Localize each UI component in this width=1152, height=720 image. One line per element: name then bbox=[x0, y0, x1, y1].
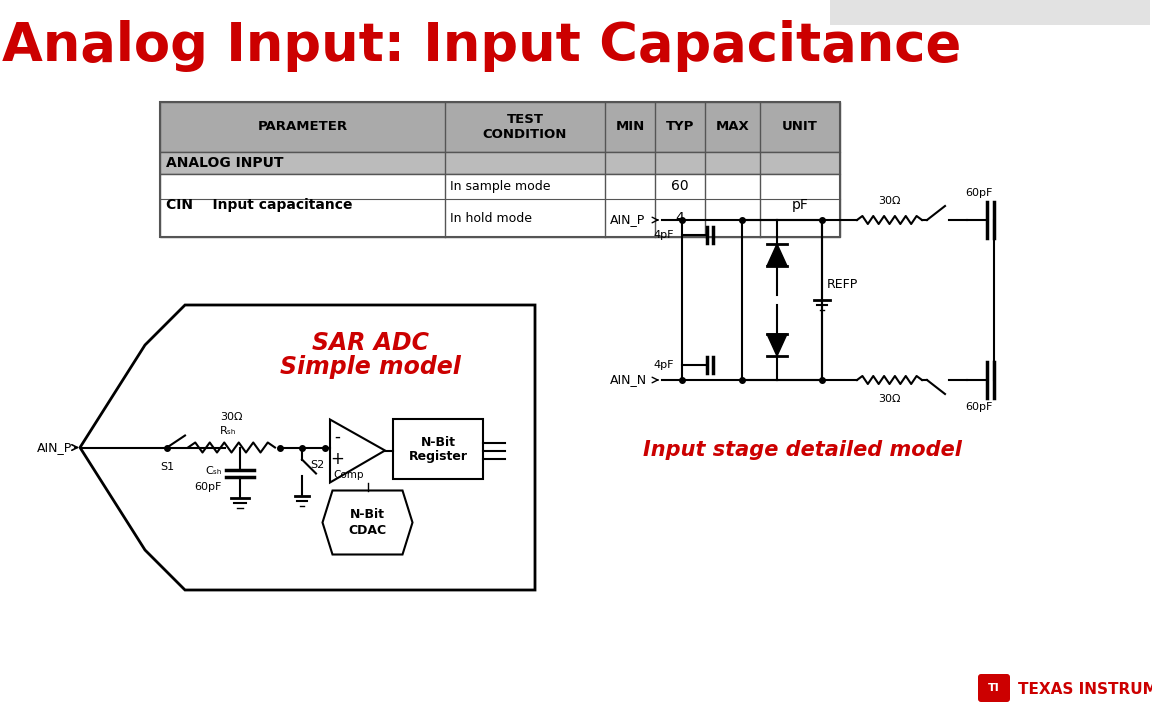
Text: CDAC: CDAC bbox=[348, 524, 387, 537]
Text: Cₛₕ: Cₛₕ bbox=[205, 467, 222, 477]
Text: Rₛₕ: Rₛₕ bbox=[220, 426, 236, 436]
Text: REFP: REFP bbox=[827, 279, 858, 292]
Bar bbox=[160, 102, 840, 237]
Text: AIN_N: AIN_N bbox=[611, 374, 647, 387]
Text: TYP: TYP bbox=[666, 120, 695, 133]
Text: Input stage detailed model: Input stage detailed model bbox=[643, 440, 962, 460]
Text: PARAMETER: PARAMETER bbox=[257, 120, 348, 133]
Text: S1: S1 bbox=[160, 462, 174, 472]
Polygon shape bbox=[767, 244, 787, 266]
Text: AIN_P: AIN_P bbox=[611, 214, 645, 227]
Text: N-Bit: N-Bit bbox=[350, 508, 385, 521]
FancyBboxPatch shape bbox=[978, 674, 1010, 702]
Text: 4pF: 4pF bbox=[653, 230, 674, 240]
Text: 30Ω: 30Ω bbox=[878, 394, 901, 404]
Text: In hold mode: In hold mode bbox=[450, 212, 532, 225]
Text: N-Bit: N-Bit bbox=[420, 436, 455, 449]
Bar bbox=[393, 418, 483, 479]
Text: -: - bbox=[334, 428, 340, 446]
Bar bbox=[160, 152, 840, 174]
Text: 60pF: 60pF bbox=[195, 482, 222, 492]
Text: MAX: MAX bbox=[715, 120, 749, 133]
Text: 60pF: 60pF bbox=[965, 188, 993, 198]
Text: AIN_P: AIN_P bbox=[37, 441, 71, 454]
Bar bbox=[160, 174, 840, 237]
Bar bbox=[160, 102, 840, 152]
Bar bbox=[829, 0, 1150, 25]
Text: S2: S2 bbox=[310, 461, 324, 470]
Text: ANALOG INPUT: ANALOG INPUT bbox=[166, 156, 283, 170]
Text: 4pF: 4pF bbox=[653, 360, 674, 370]
Text: Simple model: Simple model bbox=[280, 355, 461, 379]
Text: Register: Register bbox=[409, 450, 468, 463]
Text: +: + bbox=[331, 449, 344, 467]
Text: SAR ADC: SAR ADC bbox=[311, 331, 429, 355]
Text: CIN    Input capacitance: CIN Input capacitance bbox=[166, 199, 353, 212]
Text: 30Ω: 30Ω bbox=[220, 412, 243, 421]
Text: TEST
CONDITION: TEST CONDITION bbox=[483, 113, 567, 141]
Text: TEXAS INSTRUMENTS: TEXAS INSTRUMENTS bbox=[1018, 683, 1152, 698]
Text: MIN: MIN bbox=[615, 120, 645, 133]
Text: 30Ω: 30Ω bbox=[878, 196, 901, 206]
Text: 60: 60 bbox=[672, 179, 689, 194]
Text: pF: pF bbox=[791, 199, 809, 212]
Text: 4: 4 bbox=[675, 211, 684, 225]
Polygon shape bbox=[767, 334, 787, 356]
Text: In sample mode: In sample mode bbox=[450, 180, 551, 193]
Text: TI: TI bbox=[988, 683, 1000, 693]
Text: Analog Input: Input Capacitance: Analog Input: Input Capacitance bbox=[2, 20, 961, 72]
Text: Comp: Comp bbox=[333, 469, 364, 480]
Text: 60pF: 60pF bbox=[965, 402, 993, 412]
Text: UNIT: UNIT bbox=[782, 120, 818, 133]
